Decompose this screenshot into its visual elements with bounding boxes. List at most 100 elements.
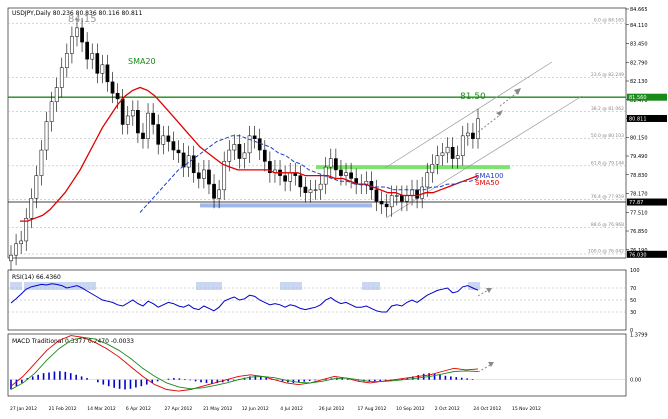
candle-body: [400, 195, 404, 202]
candle-body: [308, 189, 313, 193]
main-y-tick-label: 78.170: [630, 192, 648, 198]
x-axis-label: 15 Nov 2012: [512, 406, 541, 412]
rsi-arrowhead: [486, 288, 492, 293]
candle-body: [222, 161, 227, 191]
candle-body: [44, 121, 49, 151]
main-y-tick-label: 82.130: [630, 79, 648, 85]
price-tag-box: [627, 114, 667, 122]
main-y-tick-label: 82.790: [630, 60, 648, 66]
candle-body: [120, 98, 125, 125]
candle-body: [161, 135, 166, 145]
candle-body: [379, 200, 384, 205]
candle-body: [262, 149, 267, 162]
candle-body: [242, 152, 247, 159]
candle-body: [85, 41, 89, 60]
sma100-label: SMA100: [475, 172, 504, 180]
candle-body: [465, 132, 470, 137]
candle-body: [29, 198, 34, 219]
main-chart-title: USDJPY,Daily 80.236 80.836 80.116 80.811: [12, 10, 143, 17]
rsi-highlight: [280, 282, 302, 290]
x-axis-label: 26 Jul 2012: [319, 406, 345, 412]
candle-body: [339, 169, 343, 176]
candle-body: [19, 240, 24, 245]
candle-body: [283, 175, 287, 182]
candle-body: [110, 81, 115, 94]
macd-arrowhead: [488, 362, 494, 367]
candle-body: [394, 195, 399, 197]
fibonacci-level-label: 61.8 @ 79.144: [591, 160, 624, 166]
candle-body: [141, 132, 145, 139]
candle-body: [186, 155, 191, 168]
candle-body: [105, 64, 110, 83]
x-axis-label: 21 Feb 2012: [49, 406, 77, 412]
macd-title: MACD Traditional 0.3377 0.2470 -0.0033: [12, 338, 134, 345]
candle-body: [445, 146, 450, 154]
main-y-tick-label: 84.665: [630, 7, 648, 13]
fibonacci-level-label: 76.4 @ 77.959: [591, 194, 624, 200]
candle-body: [247, 135, 252, 154]
candle-body: [410, 189, 414, 196]
rsi-y-tick-label: 30: [630, 310, 636, 316]
candle-body: [460, 135, 465, 156]
main-y-tick-label: 76.850: [630, 229, 648, 235]
rsi-highlight: [362, 282, 380, 290]
candle-body: [232, 144, 237, 151]
main-y-tick-label: 79.490: [630, 154, 648, 160]
candle-body: [252, 135, 257, 139]
candle-body: [405, 195, 409, 202]
candle-body: [344, 172, 348, 176]
candle-body: [420, 186, 425, 199]
main-y-tick-label: 80.150: [630, 135, 648, 141]
rsi-highlight: [24, 282, 96, 290]
candle-body: [471, 132, 475, 139]
candle-body: [440, 152, 445, 156]
candle-body: [130, 110, 135, 117]
macd-signal-line: [10, 336, 479, 390]
price-tag-label: 76.030: [629, 252, 647, 258]
x-axis-label: 12 Jun 2012: [242, 406, 269, 412]
rsi-title: RSI(14) 66.4360: [12, 274, 61, 281]
rsi-line: [10, 283, 479, 313]
macd-projection-arrow: [477, 363, 493, 373]
x-axis-label: 27 Jan 2012: [10, 406, 37, 412]
candle-body: [136, 110, 140, 134]
sma100-line: [139, 135, 479, 213]
support-zone-highlight: [316, 165, 510, 170]
candle-body: [151, 112, 155, 125]
fibonacci-level-label: 88.6 @ 76.968: [591, 222, 624, 228]
candle-body: [80, 27, 84, 43]
candle-body: [455, 155, 460, 159]
candle-body: [54, 87, 59, 103]
main-y-tick-label: 83.450: [630, 42, 648, 48]
candle-body: [24, 217, 29, 242]
price-tag-box: [627, 250, 667, 258]
fibonacci-level-label: 100.0 @ 76.042: [588, 248, 624, 254]
rsi-y-tick-label: 70: [630, 286, 636, 292]
price-tag-label: 81.560: [629, 95, 647, 101]
candle-body: [176, 149, 181, 154]
fibonacci-level-label: 0.0 @ 84.165: [594, 18, 624, 24]
candle-body: [303, 186, 308, 193]
candle-body: [389, 195, 394, 208]
price-tag-box: [627, 93, 667, 101]
rsi-highlight: [468, 282, 480, 290]
candle-body: [415, 189, 419, 199]
macd-pane-frame: [7, 333, 627, 397]
candle-body: [318, 183, 323, 191]
candle-body: [450, 146, 455, 159]
candle-body: [288, 172, 293, 182]
macd-y-tick-label: 0.00: [630, 378, 641, 384]
x-axis-label: 10 Sep 2012: [396, 406, 425, 412]
candle-body: [75, 27, 79, 37]
macd-y-tick-label: 1.3799: [630, 333, 648, 339]
x-axis-label: 2 Oct 2012: [435, 406, 460, 412]
candle-body: [181, 152, 186, 168]
main-y-tick-label: 76.190: [630, 248, 648, 254]
rsi-highlight: [10, 282, 22, 290]
candle-body: [237, 144, 242, 159]
candle-body: [49, 101, 54, 122]
price-tag-label: 77.87: [629, 200, 643, 206]
candle-body: [227, 149, 232, 162]
